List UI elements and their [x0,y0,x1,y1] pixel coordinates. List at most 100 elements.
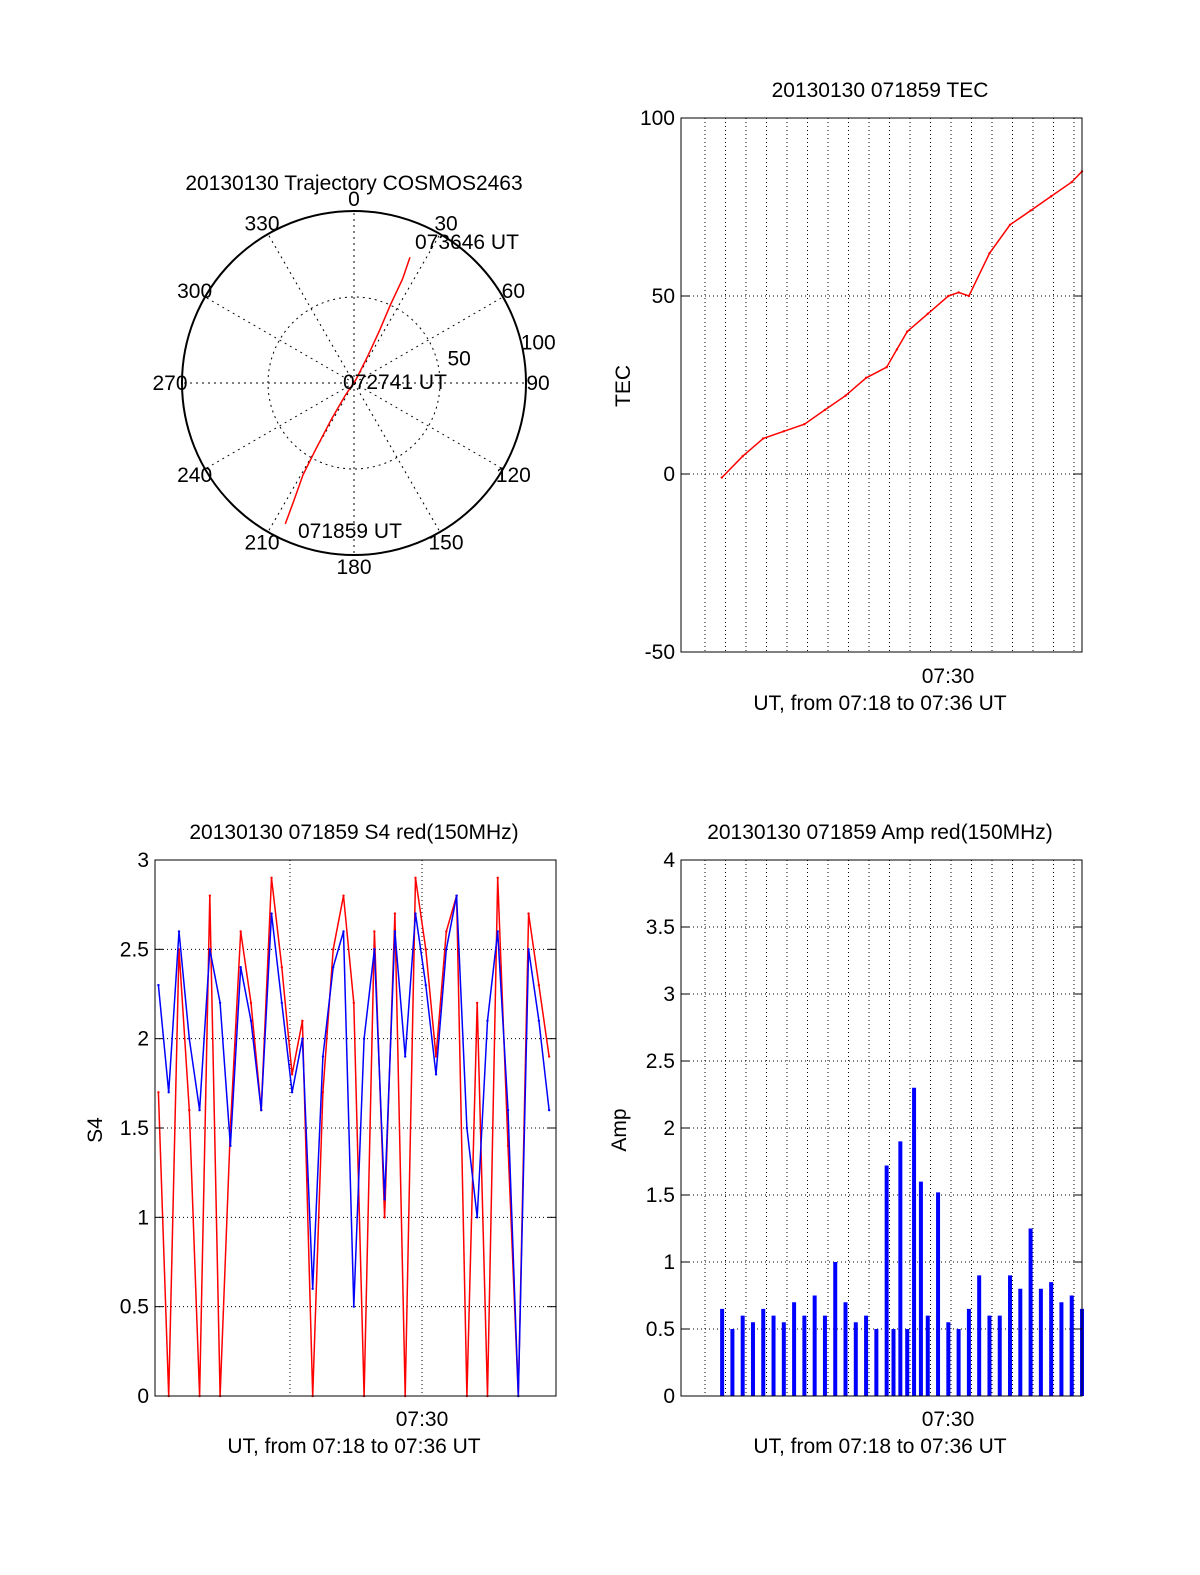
data-point [373,948,376,951]
y-tick-label: 0 [663,463,675,486]
y-tick-label: 3 [663,983,675,1006]
data-point [167,1091,170,1094]
data-point [321,1091,325,1094]
radial-label: 100 [521,331,556,354]
data-point [864,376,868,380]
data-point [373,930,376,933]
data-point [188,1108,191,1112]
data-point [393,930,397,933]
trajectory-line [284,257,411,525]
data-point [249,1001,253,1005]
data-point [290,1091,294,1094]
polar-trajectory-group [284,257,411,525]
trajectory-start-label: 071859 UT [298,520,402,543]
data-point [414,912,417,915]
y-tick-label: 50 [652,285,675,308]
data-point [906,330,909,333]
data-point [720,476,723,479]
y-tick-label: 2 [663,1117,675,1140]
data-point [547,1055,551,1058]
azimuth-label: 120 [496,464,531,487]
data-point [270,876,273,880]
data-point [249,1019,253,1022]
data-point [177,930,181,933]
polar-trajectory-panel: 20130130 Trajectory COSMOS2463 0 30 60 90 12… [152,172,555,579]
polar-spoke [204,296,355,384]
amp-plot-area: 0 0.5 1 1.5 2 2.5 3 3.5 4 [646,849,1084,1408]
azimuth-label: 180 [336,556,371,579]
data-point [741,455,744,458]
tec-plot-area: -50 0 50 100 [640,107,1084,664]
data-point [1070,180,1073,184]
azimuth-label: 240 [177,464,212,487]
s4-ylabel: S4 [84,1117,107,1143]
polar-spoke [353,296,504,384]
data-point [496,876,499,880]
data-point [445,948,448,951]
data-point [465,1126,469,1130]
azimuth-label: 210 [244,531,279,554]
data-point [926,312,929,315]
data-point [157,1091,160,1094]
data-point [434,1073,438,1076]
y-tick-label: 3 [137,849,149,872]
data-point [239,930,242,933]
data-point [445,930,448,933]
data-point [198,1108,201,1112]
azimuth-label: 60 [502,280,525,303]
y-tick-label: 2.5 [120,938,149,961]
tec-title: 20130130 071859 TEC [772,79,989,102]
data-point [311,1287,314,1291]
data-point [239,966,242,969]
azimuth-label: 150 [428,531,463,554]
data-point [280,966,284,969]
data-point [1008,223,1012,226]
y-tick-label: 0.5 [646,1318,675,1341]
data-point [547,1108,551,1112]
data-point [823,408,827,412]
tec-xtick-label: 07:30 [922,665,975,688]
data-point [895,348,899,351]
data-point [988,252,991,255]
data-point [362,1037,366,1040]
data-point [803,422,806,426]
azimuth-label: 90 [526,372,549,395]
data-point [208,948,212,951]
data-point [290,1073,294,1076]
y-tick-label: 0 [663,1385,675,1408]
trajectory-end-label: 073646 UT [415,231,519,254]
data-point [332,948,335,951]
data-point [218,1001,222,1005]
data-point [527,948,530,951]
data-point [782,430,786,433]
data-point [486,1019,489,1022]
data-point [393,912,397,915]
s4-xtick-label: 07:30 [396,1408,449,1431]
s4-panel: 20130130 071859 S4 red(150MHz) 0 0.5 1 1.5 2… [84,821,557,1458]
trajectory-mid-label: 072741 UT [343,371,447,394]
azimuth-label: 270 [152,372,187,395]
data-point [455,894,458,897]
azimuth-label: 300 [177,280,212,303]
y-tick-label: 4 [663,849,675,872]
y-tick-label: 0 [137,1385,149,1408]
data-point [424,983,427,987]
data-point [383,1216,386,1219]
data-point [352,1305,355,1308]
data-point [342,930,345,933]
polar-spoke [353,233,441,384]
y-tick-label: -50 [645,641,675,664]
polar-spoke [204,382,355,470]
data-point [342,894,345,897]
data-point [475,1216,479,1219]
tec-ylabel: TEC [612,365,635,407]
y-tick-label: 1.5 [646,1184,675,1207]
data-point [506,1108,510,1112]
radial-label: 50 [447,348,470,371]
data-point [844,394,847,397]
polar-spoke [353,382,504,470]
data-point [321,1055,325,1058]
s4-title: 20130130 071859 S4 red(150MHz) [189,821,518,844]
